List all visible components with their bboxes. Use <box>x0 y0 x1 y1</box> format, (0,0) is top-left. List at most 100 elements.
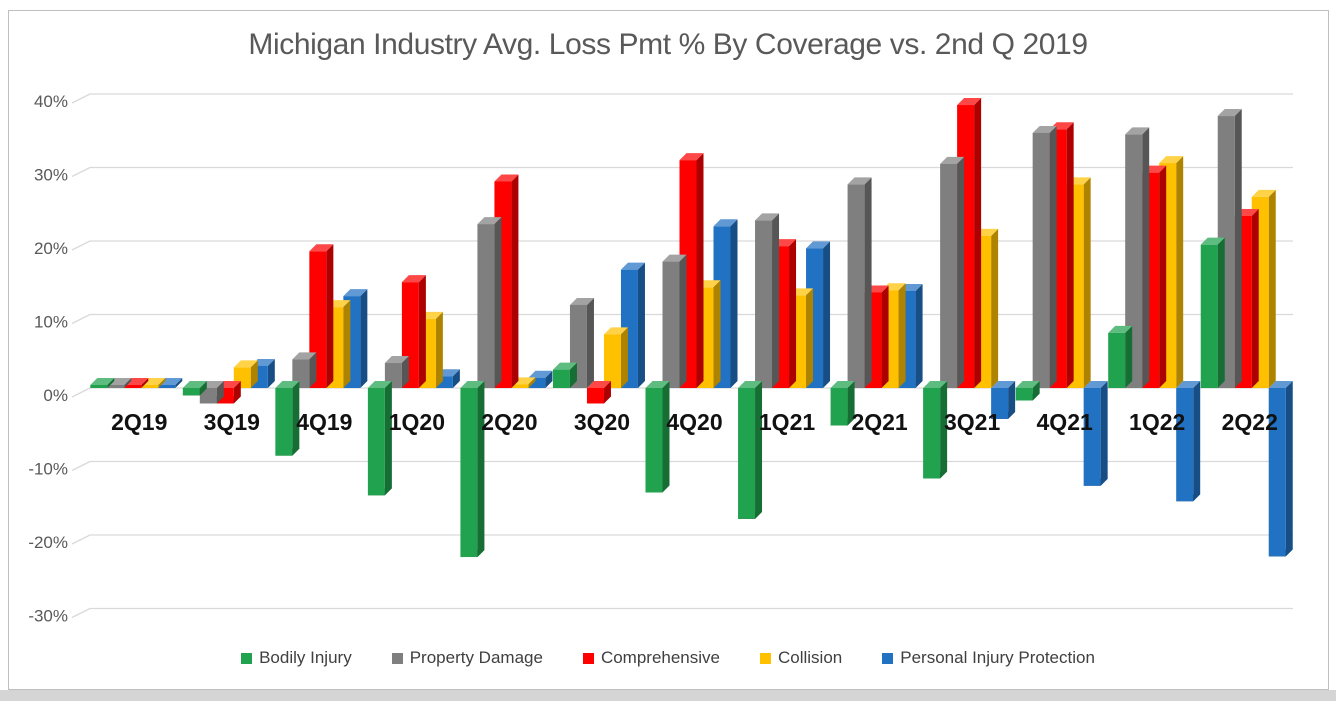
legend-label: Collision <box>778 648 843 667</box>
bar-top-face <box>275 381 300 388</box>
bar-side-face <box>1100 381 1108 486</box>
bar <box>755 220 773 388</box>
bar <box>847 184 865 388</box>
gridline-3d-kick <box>71 166 91 178</box>
bar-top-face <box>1015 381 1040 388</box>
bar-side-face <box>569 362 577 388</box>
category-label: 1Q21 <box>759 409 815 435</box>
bar <box>1125 134 1143 388</box>
category-label: 3Q21 <box>944 409 1000 435</box>
bar <box>923 388 941 479</box>
bar-side-face <box>847 381 855 426</box>
bar <box>1032 132 1050 388</box>
y-tick-label: 30% <box>34 166 68 185</box>
bar <box>1083 388 1101 486</box>
bar-top-face <box>847 177 872 185</box>
bar-side-face <box>401 356 409 388</box>
bar-top-face <box>830 381 855 388</box>
bar <box>435 376 453 388</box>
bar-side-face <box>233 381 241 404</box>
bar-side-face <box>713 280 721 388</box>
bar-side-face <box>1217 237 1225 388</box>
legend-item: Bodily Injury <box>241 648 352 668</box>
bar-top-face <box>755 213 780 221</box>
bar <box>292 359 310 388</box>
legend-swatch <box>241 652 253 664</box>
y-tick-label: 0% <box>43 386 68 405</box>
bar-top-face <box>586 381 611 388</box>
bar-top-face <box>738 381 763 388</box>
bar-side-face <box>1268 189 1276 388</box>
bar-side-face <box>620 327 628 388</box>
bar-side-face <box>823 241 831 388</box>
category-label: 4Q21 <box>1037 409 1093 435</box>
legend-item: Personal Injury Protection <box>882 648 1095 668</box>
gridline-3d-kick <box>71 313 91 325</box>
legend-swatch <box>582 652 594 664</box>
bar-top-face <box>991 381 1016 388</box>
bar <box>603 334 621 388</box>
bar <box>1268 388 1286 557</box>
legend-label: Bodily Injury <box>259 648 352 667</box>
bar-top-face <box>1176 381 1201 388</box>
y-tick-label: -20% <box>28 533 68 552</box>
bar <box>511 384 529 388</box>
bar-top-face <box>309 244 334 252</box>
bar-top-face <box>603 327 628 335</box>
bar-top-face <box>662 254 687 262</box>
legend-swatch <box>391 652 403 664</box>
bar <box>552 369 570 388</box>
bar <box>182 388 200 396</box>
bar-side-face <box>1032 381 1040 401</box>
bar-top-face <box>182 381 207 388</box>
bar-side-face <box>881 285 889 388</box>
bar-side-face <box>730 219 738 388</box>
chart-title: Michigan Industry Avg. Loss Pmt % By Cov… <box>248 28 1088 61</box>
legend-label: Personal Injury Protection <box>900 648 1095 667</box>
bar-side-face <box>1234 109 1242 389</box>
bar <box>662 261 680 388</box>
bar-side-face <box>603 381 611 404</box>
legend: Bodily Injury Property Damage Comprehensiv… <box>0 648 1336 668</box>
bar-top-face <box>806 241 831 249</box>
category-label: 2Q19 <box>111 409 167 435</box>
bar-side-face <box>637 262 645 388</box>
bar-side-face <box>1285 381 1293 557</box>
bar-side-face <box>124 378 132 388</box>
bar <box>141 385 159 388</box>
bar-side-face <box>974 98 982 389</box>
bar-side-face <box>528 377 536 388</box>
bar-side-face <box>175 378 183 388</box>
gridline-3d-kick <box>71 534 91 545</box>
bar-side-face <box>789 239 797 388</box>
bar <box>738 388 756 519</box>
legend-item: Property Damage <box>391 648 543 668</box>
bar-side-face <box>418 275 426 388</box>
bar-top-face <box>620 262 645 270</box>
bar <box>158 385 176 388</box>
bar-top-face <box>1268 381 1293 388</box>
y-tick-label: -30% <box>28 607 68 626</box>
bar <box>367 388 385 496</box>
bar <box>1176 388 1194 502</box>
bar-side-face <box>343 300 351 388</box>
bar-top-face <box>1108 325 1133 333</box>
bar-side-face <box>1008 381 1016 419</box>
bar-top-face <box>569 297 594 305</box>
bar <box>830 388 848 426</box>
bar-top-face <box>384 356 409 364</box>
bar <box>528 377 546 388</box>
bar-side-face <box>957 156 965 388</box>
gridline-3d-kick <box>71 607 91 619</box>
bar-top-face <box>343 289 368 297</box>
bar-side-face <box>1251 209 1259 388</box>
bar-side-face <box>267 358 275 388</box>
legend-label: Comprehensive <box>600 648 720 667</box>
bar-side-face <box>360 289 368 388</box>
y-tick-label: 20% <box>34 239 68 258</box>
bar <box>124 385 142 388</box>
category-label: 3Q19 <box>204 409 260 435</box>
bar-side-face <box>1049 125 1057 388</box>
bar <box>1015 388 1033 401</box>
bar-side-face <box>452 369 460 388</box>
